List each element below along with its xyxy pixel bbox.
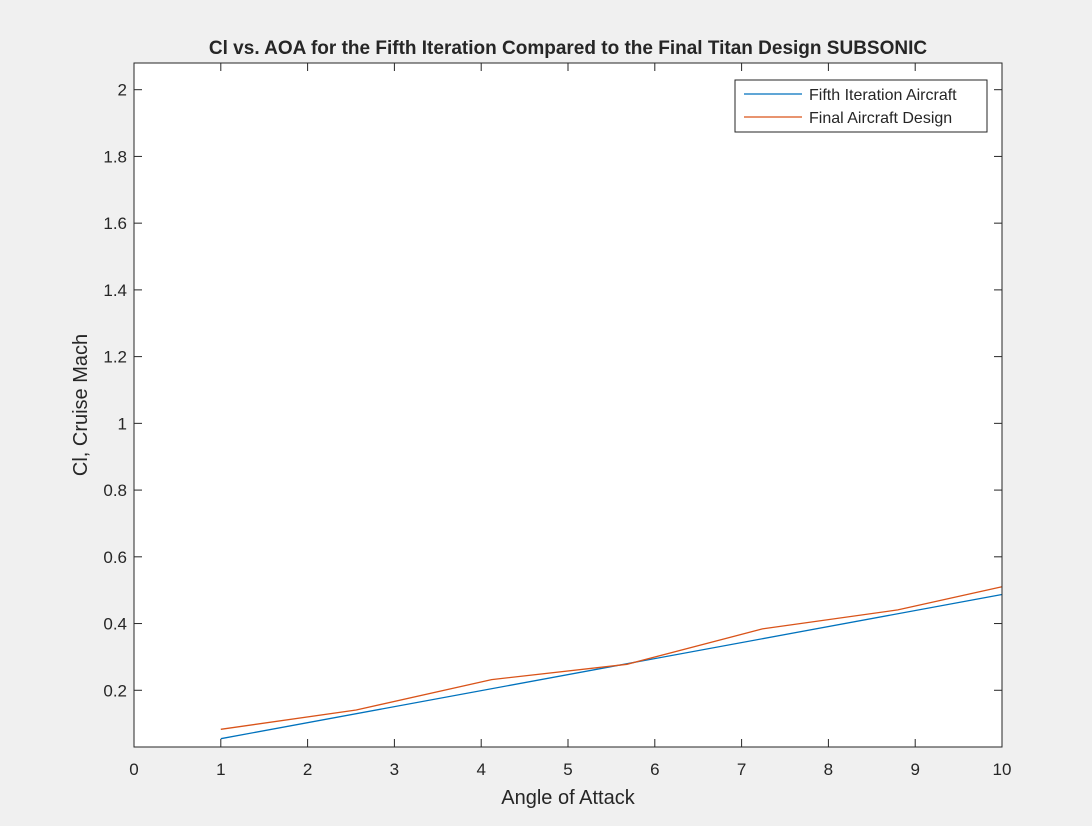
x-tick-label: 3: [390, 760, 399, 779]
y-tick-label: 2: [118, 81, 127, 100]
series-layer: [220, 586, 1003, 740]
x-tick-label: 1: [216, 760, 225, 779]
y-tick-label: 0.8: [103, 481, 127, 500]
y-tick-label: 1: [118, 414, 127, 433]
axes-box: [133, 62, 1003, 748]
legend-label-fifth-iteration: Fifth Iteration Aircraft: [809, 87, 957, 104]
y-axis-label: Cl, Cruise Mach: [70, 334, 92, 476]
legend-box: [734, 79, 988, 133]
y-tick-label: 0.4: [103, 615, 127, 634]
x-tick-label: 9: [910, 760, 919, 779]
x-tick-label: 0: [129, 760, 138, 779]
x-tick-label: 2: [303, 760, 312, 779]
x-tick-label: 10: [993, 760, 1012, 779]
x-axis-label: Angle of Attack: [501, 787, 635, 809]
ticks-layer: 0 1 2 3 4 5 6 7 8 9 10 0.2 0.4 0.6 0.8 1 1.2 1.4 1.6 1.8 2: [103, 63, 1011, 779]
y-tick-label: 1.2: [103, 348, 127, 367]
y-tick-label: 1.8: [103, 147, 127, 166]
series-line-final-design: [220, 586, 1003, 730]
x-tick-label: 6: [650, 760, 659, 779]
legend-label-final-design: Final Aircraft Design: [809, 110, 952, 127]
y-tick-label: 1.4: [103, 281, 127, 300]
x-tick-label: 4: [476, 760, 485, 779]
y-tick-label: 0.6: [103, 548, 127, 567]
x-tick-label: 7: [737, 760, 746, 779]
plot-area: [134, 63, 1002, 747]
chart-title: Cl vs. AOA for the Fifth Iteration Compa…: [209, 38, 927, 59]
y-tick-label: 1.6: [103, 214, 127, 233]
x-tick-label: 5: [563, 760, 572, 779]
x-tick-label: 8: [824, 760, 833, 779]
y-tick-label: 0.2: [103, 681, 127, 700]
legend: Fifth Iteration Aircraft Final Aircraft …: [734, 79, 988, 133]
